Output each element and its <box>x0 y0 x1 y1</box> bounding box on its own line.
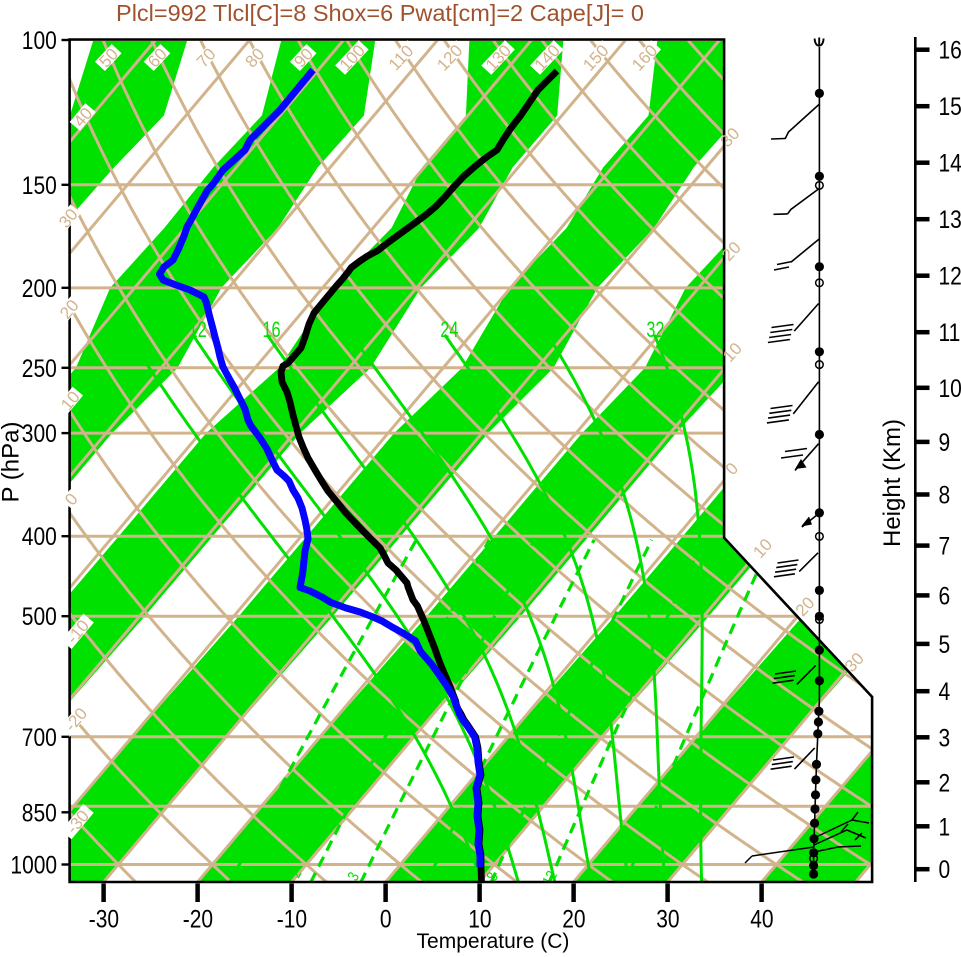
svg-text:3: 3 <box>938 724 950 752</box>
svg-text:16: 16 <box>262 318 280 343</box>
svg-text:-30: -30 <box>89 905 119 933</box>
svg-text:11: 11 <box>938 318 960 346</box>
svg-text:100: 100 <box>22 26 57 54</box>
svg-text:-20: -20 <box>183 905 213 933</box>
svg-text:15: 15 <box>938 92 961 120</box>
svg-text:Height (Km): Height (Km) <box>879 419 906 547</box>
svg-text:5: 5 <box>938 630 950 658</box>
svg-text:2: 2 <box>938 769 950 797</box>
svg-text:Plcl=992 Tlcl[C]=8 Shox=6 Pwat: Plcl=992 Tlcl[C]=8 Shox=6 Pwat[cm]=2 Cap… <box>116 0 644 26</box>
svg-text:P (hPa): P (hPa) <box>0 422 25 503</box>
svg-text:0: 0 <box>380 905 392 933</box>
svg-text:8: 8 <box>938 481 950 509</box>
svg-text:500: 500 <box>22 602 57 630</box>
svg-text:10: 10 <box>468 905 491 933</box>
svg-text:6: 6 <box>938 582 950 610</box>
svg-text:150: 150 <box>22 171 57 199</box>
svg-text:850: 850 <box>22 799 57 827</box>
svg-text:200: 200 <box>22 274 57 302</box>
svg-text:7: 7 <box>938 532 950 560</box>
svg-text:4: 4 <box>938 677 950 705</box>
svg-text:250: 250 <box>22 354 57 382</box>
svg-text:-10: -10 <box>277 905 307 933</box>
svg-text:13: 13 <box>938 205 961 233</box>
svg-text:9: 9 <box>938 428 950 456</box>
svg-text:12: 12 <box>938 262 961 290</box>
svg-text:Temperature (C): Temperature (C) <box>417 930 570 953</box>
svg-text:10: 10 <box>938 374 961 402</box>
svg-text:400: 400 <box>22 522 57 550</box>
svg-text:20: 20 <box>562 905 585 933</box>
svg-text:32: 32 <box>646 318 664 343</box>
svg-text:12: 12 <box>189 318 207 343</box>
svg-text:1000: 1000 <box>10 851 57 879</box>
svg-text:700: 700 <box>22 723 57 751</box>
svg-text:16: 16 <box>938 36 961 64</box>
svg-text:0: 0 <box>938 855 950 883</box>
svg-text:30: 30 <box>656 905 679 933</box>
svg-text:24: 24 <box>440 318 458 343</box>
svg-text:1: 1 <box>938 813 950 841</box>
svg-text:40: 40 <box>750 905 773 933</box>
svg-text:14: 14 <box>938 149 961 177</box>
svg-text:300: 300 <box>22 419 57 447</box>
